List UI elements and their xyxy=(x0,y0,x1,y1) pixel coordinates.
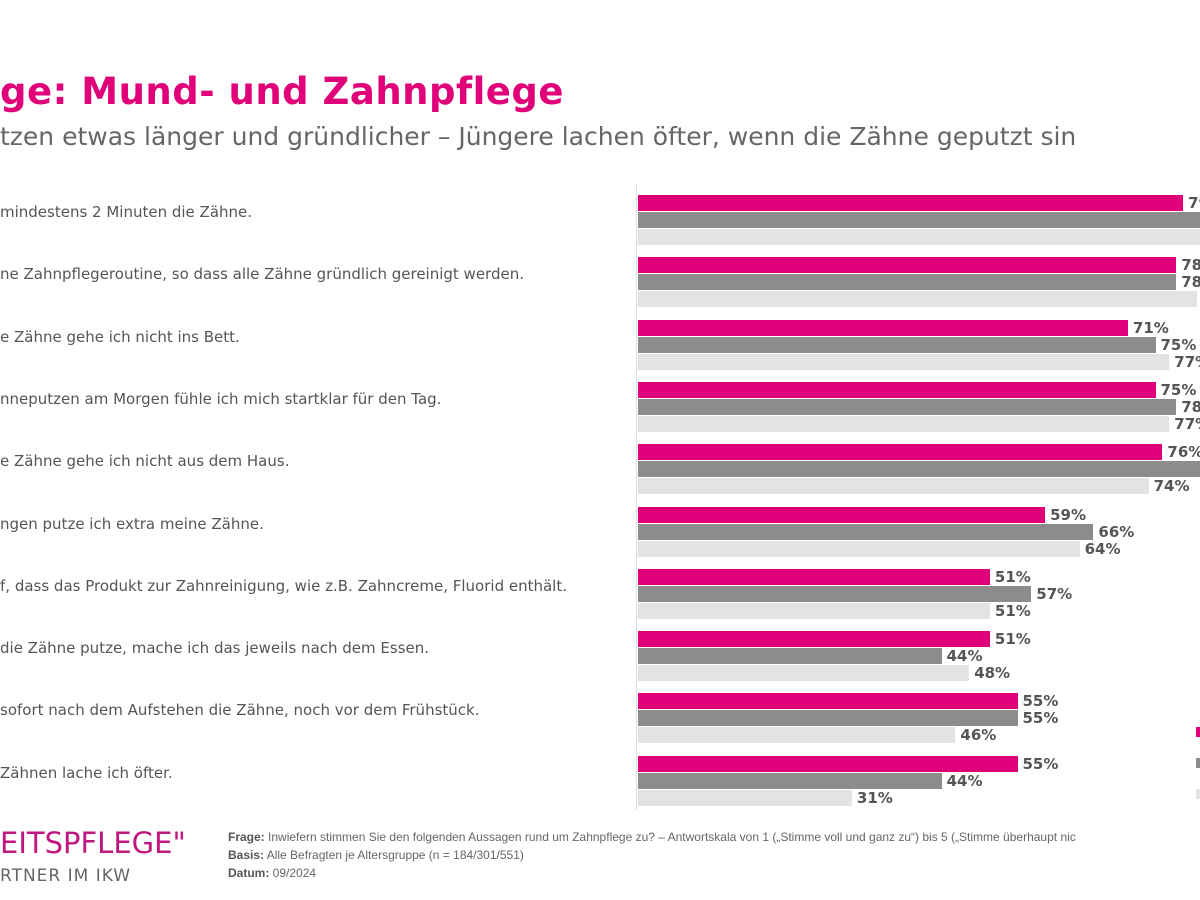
bar xyxy=(638,415,1170,432)
footnote-frage: Frage: Inwiefern stimmen Sie den folgend… xyxy=(228,830,1076,844)
legend-swatch xyxy=(1196,727,1200,737)
data-label: 44% xyxy=(946,771,983,790)
bar xyxy=(638,229,1200,245)
frage-label: Frage: xyxy=(228,830,265,844)
category-label: nneputzen am Morgen fühle ich mich start… xyxy=(0,389,442,408)
bar xyxy=(638,353,1170,370)
bar xyxy=(638,540,1080,557)
category-label: die Zähne putze, mache ich das jeweils n… xyxy=(0,639,430,658)
data-label: 57% xyxy=(1036,584,1073,603)
data-label: 55% xyxy=(1022,692,1059,711)
category-label: f, dass das Produkt zur Zahnreinigung, w… xyxy=(0,576,567,595)
data-label: 79% xyxy=(1188,194,1200,212)
bar xyxy=(638,523,1094,540)
data-label: 77% xyxy=(1174,414,1200,433)
category-label: Zähnen lache ich öfter. xyxy=(0,763,173,782)
axis-line xyxy=(636,185,637,810)
bar xyxy=(638,461,1200,478)
data-label: 78% xyxy=(1181,273,1200,292)
bar xyxy=(638,336,1156,353)
bar xyxy=(638,398,1177,415)
data-label: 51% xyxy=(994,630,1031,649)
data-label: 78% xyxy=(1181,397,1200,416)
category-label: ngen putze ich extra meine Zähne. xyxy=(0,514,264,533)
data-label: 75% xyxy=(1160,380,1197,399)
data-label: 51% xyxy=(994,567,1031,586)
bar xyxy=(638,693,1018,710)
bar xyxy=(638,727,956,744)
bar xyxy=(638,648,942,665)
bar xyxy=(638,585,1032,602)
data-label: 78% xyxy=(1181,256,1200,275)
data-label: 46% xyxy=(960,726,997,745)
data-label: 74% xyxy=(1153,477,1190,496)
data-label: 75% xyxy=(1160,335,1197,354)
bar xyxy=(638,478,1149,495)
data-label: 66% xyxy=(1098,522,1135,541)
footnote-datum: Datum: 09/2024 xyxy=(228,866,316,880)
data-label: 48% xyxy=(974,664,1011,683)
data-label: 31% xyxy=(856,788,893,807)
legend-swatch xyxy=(1196,789,1200,799)
data-label: 44% xyxy=(946,647,983,666)
bar xyxy=(638,195,1184,211)
data-label: 59% xyxy=(1050,505,1086,524)
bar xyxy=(638,274,1177,291)
page-subtitle: tzen etwas länger und gründlicher – Jüng… xyxy=(0,122,1077,151)
bar xyxy=(638,257,1177,274)
bar xyxy=(638,772,942,789)
datum-label: Datum: xyxy=(228,866,270,880)
data-label: 51% xyxy=(994,601,1031,620)
data-label: 64% xyxy=(1084,539,1121,558)
data-label: 76% xyxy=(1167,443,1200,462)
bar xyxy=(638,444,1163,461)
footnote-basis: Basis: Alle Befragten je Altersgruppe (n… xyxy=(228,848,524,862)
page-title: ge: Mund- und Zahnpflege xyxy=(0,70,564,113)
bar xyxy=(638,602,990,619)
bar xyxy=(638,506,1046,523)
frage-text: Inwiefern stimmen Sie den folgenden Auss… xyxy=(264,830,1076,844)
bar xyxy=(638,381,1156,398)
bar xyxy=(638,631,990,648)
bar xyxy=(638,665,970,682)
bar xyxy=(638,319,1128,336)
bar xyxy=(638,568,990,585)
category-label: ne Zahnpflegeroutine, so dass alle Zähne… xyxy=(0,265,524,284)
category-label: e Zähne gehe ich nicht aus dem Haus. xyxy=(0,452,290,471)
basis-label: Basis: xyxy=(228,848,265,862)
logo-subtext: RTNER IM IKW xyxy=(0,866,132,886)
bar xyxy=(638,755,1018,772)
logo-text: EITSPFLEGE" xyxy=(0,826,186,860)
data-label: 77% xyxy=(1174,352,1200,371)
datum-text: 09/2024 xyxy=(269,866,317,880)
bar xyxy=(638,710,1018,727)
data-label: 55% xyxy=(1022,709,1059,728)
bar xyxy=(638,212,1200,228)
category-label: e Zähne gehe ich nicht ins Bett. xyxy=(0,327,240,346)
category-label: mindestens 2 Minuten die Zähne. xyxy=(0,203,253,221)
bar xyxy=(638,789,852,806)
data-label: 55% xyxy=(1022,754,1059,773)
data-label: 71% xyxy=(1132,318,1169,337)
bar xyxy=(638,291,1197,308)
basis-text: Alle Befragten je Altersgruppe (n = 184/… xyxy=(264,848,524,862)
legend-swatch xyxy=(1196,758,1200,768)
category-label: sofort nach dem Aufstehen die Zähne, noc… xyxy=(0,701,480,720)
